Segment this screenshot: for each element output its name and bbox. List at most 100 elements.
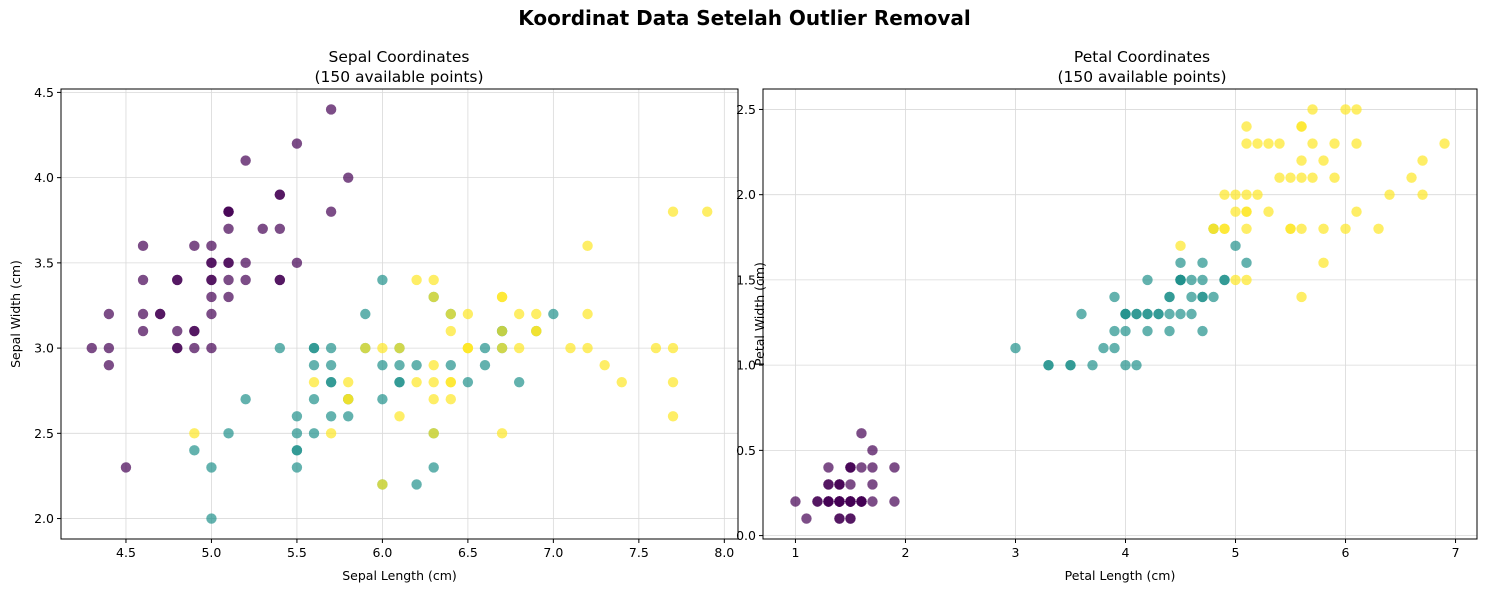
data-point-class-1: [1197, 291, 1208, 303]
data-point-class-2: [1252, 189, 1263, 200]
data-point-class-0: [137, 240, 149, 252]
data-point-class-2: [445, 308, 456, 320]
data-point-class-1: [394, 376, 405, 388]
data-point-class-2: [667, 342, 679, 354]
data-point-class-2: [428, 428, 439, 439]
data-point-class-2: [445, 394, 456, 405]
data-point-class-0: [790, 496, 801, 507]
y-tick-label: 2.0: [34, 511, 54, 526]
x-tick-label: 7.0: [543, 545, 563, 560]
data-point-class-1: [1087, 359, 1098, 371]
data-point-class-2: [667, 206, 679, 217]
data-point-class-0: [856, 496, 867, 507]
data-point-class-0: [223, 257, 234, 269]
data-point-class-0: [274, 223, 286, 234]
data-point-class-2: [1307, 172, 1318, 183]
data-point-class-1: [1109, 291, 1120, 303]
data-point-class-2: [496, 342, 508, 354]
data-point-class-1: [308, 428, 320, 439]
data-point-class-2: [1241, 121, 1252, 132]
data-point-class-1: [377, 359, 388, 371]
data-point-class-1: [1120, 359, 1131, 371]
data-point-class-1: [548, 308, 559, 320]
y-tick-label: 0.5: [736, 443, 756, 458]
data-point-class-1: [1109, 325, 1120, 337]
data-point-class-0: [223, 274, 234, 286]
data-point-class-2: [565, 342, 576, 354]
data-point-class-1: [1208, 291, 1219, 303]
data-point-class-1: [1175, 257, 1186, 269]
data-point-class-2: [1274, 138, 1285, 149]
data-point-class-1: [1197, 274, 1208, 286]
x-tick-label: 2: [901, 545, 909, 560]
data-point-class-2: [1439, 138, 1450, 149]
data-point-class-1: [1164, 308, 1175, 320]
data-point-class-0: [812, 496, 823, 507]
y-axis-label: Sepal Width (cm): [8, 260, 23, 368]
data-point-class-1: [274, 342, 286, 354]
data-point-class-1: [1120, 325, 1131, 337]
data-point-class-2: [1208, 223, 1219, 234]
y-tick-label: 1.0: [736, 358, 756, 373]
x-tick-label: 5.5: [287, 545, 307, 560]
data-point-class-1: [1142, 325, 1153, 337]
data-point-class-1: [1131, 359, 1142, 371]
chart-subtitle: (150 available points): [314, 68, 483, 86]
data-point-class-0: [291, 138, 303, 149]
data-point-class-2: [1417, 189, 1428, 200]
data-point-class-2: [189, 428, 200, 439]
data-point-class-2: [411, 274, 422, 286]
y-tick-label: 2.5: [736, 102, 756, 117]
data-point-class-2: [343, 376, 354, 388]
data-point-class-1: [1164, 291, 1175, 303]
data-point-class-0: [86, 342, 97, 354]
y-axis-label: Petal Width (cm): [752, 262, 767, 366]
data-point-class-2: [1384, 189, 1395, 200]
y-tick-label: 3.0: [34, 341, 54, 356]
data-point-class-1: [377, 274, 388, 286]
data-point-class-1: [325, 411, 337, 422]
x-tick-label: 6: [1342, 545, 1350, 560]
data-point-class-2: [1318, 257, 1329, 269]
chart-title: Petal Coordinates: [1074, 48, 1210, 66]
data-point-class-0: [889, 462, 900, 473]
data-point-class-2: [582, 308, 593, 320]
data-point-class-0: [867, 496, 878, 507]
data-point-class-2: [1351, 104, 1362, 115]
data-point-class-0: [845, 513, 856, 524]
data-point-class-1: [1219, 274, 1230, 286]
data-point-class-2: [377, 479, 388, 490]
axes-frame: [60, 88, 739, 540]
data-point-class-0: [240, 155, 251, 166]
data-point-class-0: [172, 274, 183, 286]
data-point-class-2: [1351, 138, 1362, 149]
data-point-class-0: [856, 462, 867, 473]
data-point-class-2: [1285, 172, 1296, 183]
data-point-class-1: [479, 342, 491, 354]
data-point-class-2: [1307, 104, 1318, 115]
y-tick-label: 4.5: [34, 85, 54, 100]
y-tick-label: 0.0: [736, 528, 756, 543]
data-point-class-2: [702, 206, 713, 217]
axes-frame: [762, 88, 1478, 540]
data-point-class-2: [616, 376, 627, 388]
data-point-class-0: [834, 513, 845, 524]
data-point-class-1: [1065, 359, 1076, 371]
data-point-class-0: [845, 496, 856, 507]
data-point-class-1: [1120, 308, 1131, 320]
data-point-class-1: [308, 359, 320, 371]
data-point-class-1: [428, 462, 439, 473]
x-tick-label: 5.0: [201, 545, 221, 560]
data-point-class-2: [582, 240, 593, 252]
data-point-class-2: [462, 342, 474, 354]
data-point-class-0: [240, 274, 251, 286]
data-point-class-2: [1241, 274, 1252, 286]
data-point-class-1: [308, 394, 320, 405]
data-point-class-2: [1329, 172, 1340, 183]
data-point-class-2: [428, 376, 439, 388]
data-point-class-0: [172, 325, 183, 337]
data-point-class-1: [1241, 257, 1252, 269]
y-tick-label: 2.5: [34, 426, 54, 441]
x-tick-label: 5: [1232, 545, 1240, 560]
